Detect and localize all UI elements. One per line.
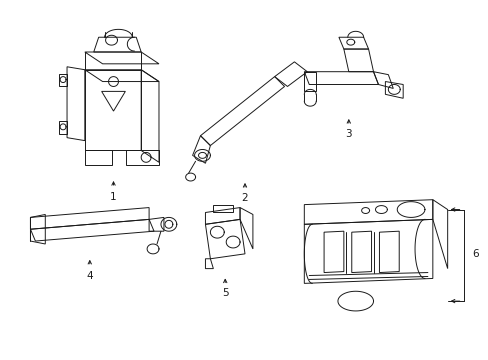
Text: 5: 5 bbox=[222, 288, 228, 298]
Text: 3: 3 bbox=[345, 129, 351, 139]
Text: 4: 4 bbox=[86, 271, 93, 280]
Text: 6: 6 bbox=[471, 249, 478, 259]
Text: 2: 2 bbox=[241, 193, 248, 203]
Text: 1: 1 bbox=[110, 192, 117, 202]
